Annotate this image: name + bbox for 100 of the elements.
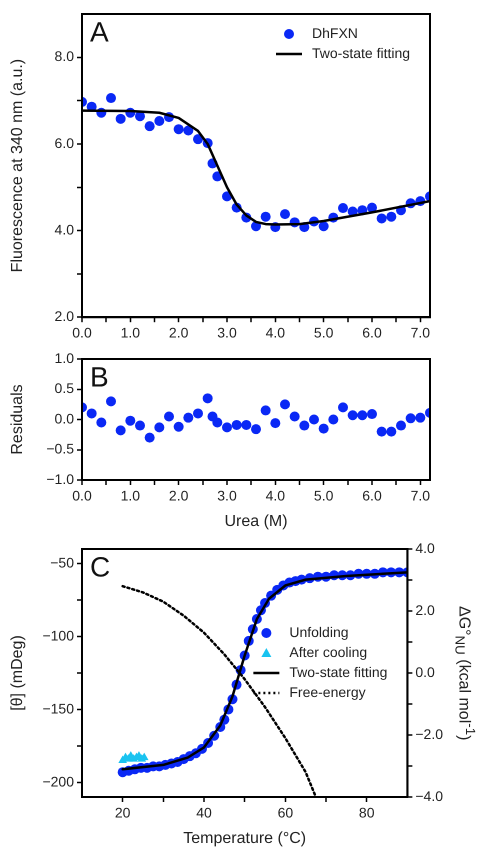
- point: [116, 425, 126, 436]
- y2-tick-label: 0.0: [415, 664, 436, 680]
- x-axis-title: Urea (M): [224, 512, 288, 530]
- point: [241, 420, 252, 430]
- point: [318, 424, 329, 434]
- point: [318, 221, 329, 232]
- point: [183, 126, 194, 136]
- x-tick-label: 6.0: [362, 487, 382, 504]
- annotation: C: [90, 552, 110, 583]
- point: [154, 116, 164, 126]
- x-tick-label: 2.0: [168, 487, 189, 504]
- y-tick-label: 4.0: [54, 221, 74, 238]
- point: [106, 396, 116, 406]
- point: [328, 414, 338, 424]
- x-tick-label: 1.0: [120, 487, 140, 504]
- point: [202, 393, 213, 404]
- x-tick-label: 2.0: [168, 324, 189, 340]
- x-tick-label: 6.0: [362, 324, 382, 340]
- point: [376, 213, 387, 224]
- point: [164, 411, 174, 422]
- point: [154, 422, 164, 432]
- point: [406, 413, 416, 424]
- x-tick-label: 5.0: [314, 487, 334, 504]
- x-tick-label: 7.0: [410, 324, 430, 340]
- y2-tick-label: 2.0: [415, 602, 436, 618]
- x-tick-label: 80: [358, 804, 375, 820]
- x-tick-label: 40: [196, 804, 212, 820]
- point: [280, 209, 290, 220]
- x-tick-label: 0.0: [72, 487, 92, 504]
- point: [357, 410, 368, 420]
- y2-tick-label: −2.0: [415, 726, 444, 742]
- y2-tick-label: 4.0: [415, 540, 436, 556]
- annotation: B: [90, 362, 109, 393]
- point: [260, 405, 271, 416]
- legend-label: After cooling: [289, 644, 368, 660]
- point: [144, 432, 155, 443]
- point: [251, 424, 261, 434]
- x-tick-label: 1.0: [120, 324, 140, 340]
- x-tick-label: 60: [278, 804, 294, 820]
- y-tick-label: 8.0: [54, 48, 74, 64]
- point: [290, 411, 300, 422]
- point: [174, 422, 184, 432]
- point: [280, 399, 290, 410]
- point: [174, 124, 184, 134]
- y-tick-label: −150: [42, 700, 74, 716]
- x-tick-label: 3.0: [217, 324, 237, 340]
- point: [86, 408, 97, 418]
- point: [116, 114, 126, 124]
- point: [183, 412, 194, 423]
- legend-label: Two-state fitting: [312, 44, 410, 61]
- x-tick-label: 4.0: [266, 487, 286, 504]
- y2-tick-label: −4.0: [415, 788, 444, 804]
- point: [144, 121, 155, 132]
- legend-label: Two-state fitting: [289, 664, 388, 680]
- point: [338, 203, 348, 214]
- point: [396, 420, 406, 431]
- point: [96, 418, 106, 428]
- x-tick-label: 20: [114, 804, 131, 820]
- y-tick-label: 0.5: [54, 380, 74, 396]
- y-tick-label: 0.0: [54, 410, 74, 426]
- point: [193, 408, 203, 418]
- y-axis-title: [θ] (mDeg): [9, 635, 26, 711]
- point: [232, 420, 242, 430]
- point: [386, 212, 396, 222]
- y-tick-label: 6.0: [54, 134, 74, 151]
- y-tick-label: −200: [42, 773, 74, 790]
- point: [367, 409, 377, 420]
- point: [193, 134, 203, 144]
- y-tick-label: −100: [42, 627, 74, 644]
- legend-label: Free-energy: [289, 684, 366, 700]
- x-tick-label: 5.0: [314, 324, 334, 340]
- y-tick-label: 2.0: [54, 308, 74, 324]
- point: [270, 418, 280, 428]
- x-tick-label: 7.0: [410, 487, 430, 504]
- point: [222, 422, 232, 432]
- point: [135, 420, 145, 431]
- point: [212, 418, 222, 428]
- annotation: A: [90, 16, 109, 48]
- point: [125, 416, 136, 426]
- point: [386, 426, 396, 437]
- point: [106, 93, 116, 104]
- y-tick-label: −1.0: [46, 470, 74, 487]
- point: [376, 426, 387, 437]
- x-tick-label: 3.0: [217, 487, 237, 504]
- x-tick-label: 4.0: [266, 324, 286, 340]
- y-tick-label: 1.0: [54, 350, 74, 366]
- y-tick-label: −0.5: [46, 440, 74, 457]
- point: [299, 420, 310, 431]
- legend-label: Unfolding: [289, 624, 349, 640]
- x-axis-title: Temperature (°C): [183, 830, 306, 847]
- point: [348, 410, 358, 420]
- point: [309, 414, 319, 424]
- x-tick-label: 0.0: [72, 324, 92, 340]
- legend-label: DhFXN: [312, 24, 358, 41]
- y-axis-title: Residuals: [9, 384, 26, 455]
- y-axis-title: Fluorescence at 340 nm (a.u.): [9, 58, 26, 272]
- y-tick-label: −50: [50, 554, 74, 570]
- point: [338, 402, 348, 412]
- point: [260, 212, 271, 222]
- point: [415, 412, 426, 423]
